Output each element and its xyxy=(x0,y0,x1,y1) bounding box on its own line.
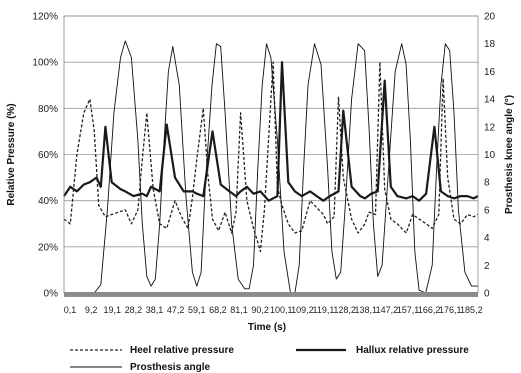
x-tick-label: 147,2 xyxy=(376,305,399,315)
y-right-tick-label: 2 xyxy=(484,261,490,272)
x-tick-label: 0,1 xyxy=(64,305,77,315)
x-tick-label: 47,2 xyxy=(167,305,185,315)
y-left-tick-label: 40% xyxy=(38,196,58,207)
y-right-tick-label: 0 xyxy=(484,289,490,300)
x-tick-label: 138,1 xyxy=(354,305,377,315)
x-tick-label: 9,2 xyxy=(85,305,98,315)
y-left-tick-label: 20% xyxy=(38,242,58,253)
x-tick-label: 100,1 xyxy=(270,305,293,315)
legend-label-heel: Heel relative pressure xyxy=(130,345,234,356)
series-line-2 xyxy=(64,40,478,294)
axes xyxy=(63,15,479,297)
x-tick-label: 38,1 xyxy=(146,305,164,315)
x-tick-label: 166,2 xyxy=(418,305,441,315)
legend-label-prosthesis: Prosthesis angle xyxy=(130,362,210,373)
y-left-tick-label: 120% xyxy=(32,12,58,23)
y-right-tick-label: 18 xyxy=(484,39,496,50)
x-tick-label: 68,2 xyxy=(209,305,227,315)
y-axis-right-title: Prosthesis knee angle (°) xyxy=(504,95,515,214)
x-tick-label: 90,2 xyxy=(251,305,269,315)
y-right-tick-label: 6 xyxy=(484,205,490,216)
x-tick-label: 28,2 xyxy=(125,305,143,315)
y-left-tick-label: 80% xyxy=(38,104,58,115)
x-tick-label: 176,1 xyxy=(439,305,462,315)
y-left-tick-label: 60% xyxy=(38,150,58,161)
x-tick-label: 128,2 xyxy=(333,305,356,315)
y-right-tick-label: 10 xyxy=(484,150,496,161)
tick-labels: 0% 20% 40% 60% 80% 100% 120% 0 2 4 6 8 10 12 14 16 18 20 0… xyxy=(32,12,495,316)
x-axis-bar xyxy=(64,292,478,297)
series-line-1 xyxy=(63,61,479,202)
y-right-tick-label: 14 xyxy=(484,95,496,106)
x-tick-label: 59,1 xyxy=(188,305,206,315)
y-right-tick-label: 8 xyxy=(484,178,490,189)
x-axis-title: Time (s) xyxy=(248,322,286,333)
y-left-tick-label: 0% xyxy=(44,289,59,300)
x-tick-label: 157,1 xyxy=(397,305,420,315)
y-right-tick-label: 12 xyxy=(484,122,496,133)
x-tick-label: 81,1 xyxy=(230,305,248,315)
x-tick-label: 119,1 xyxy=(313,305,335,315)
x-tick-label: 185,2 xyxy=(460,305,483,315)
series-lines xyxy=(63,40,479,294)
y-right-tick-label: 16 xyxy=(484,67,496,78)
x-tick-label: 19,1 xyxy=(103,305,121,315)
x-tick-label: 109,2 xyxy=(291,305,314,315)
legend-label-hallux: Hallux relative pressure xyxy=(356,345,469,356)
y-left-tick-label: 100% xyxy=(32,58,58,69)
y-right-tick-label: 4 xyxy=(484,233,490,244)
y-right-tick-label: 20 xyxy=(484,12,496,23)
y-axis-left-title: Relative Pressure (%) xyxy=(6,103,17,205)
legend: Heel relative pressure Hallux relative p… xyxy=(70,345,469,373)
series-line-0 xyxy=(63,61,479,253)
